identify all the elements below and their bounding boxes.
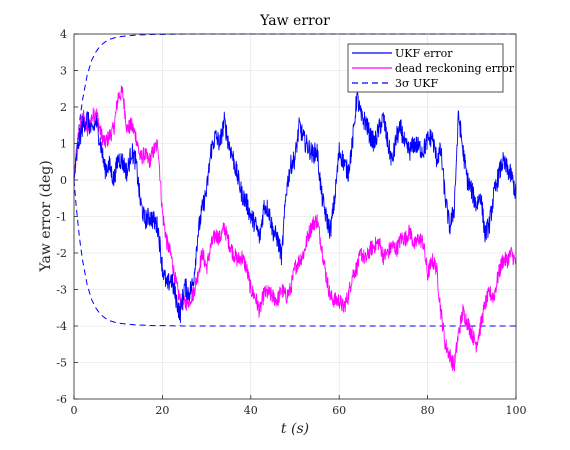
- axis-ticks: 0 20 40 60 80 100 -6 -5 -4 -3 -2 -1 0 1 2 3 4: [56, 28, 526, 417]
- y-tick-label: 2: [60, 101, 67, 114]
- x-tick-label: 20: [155, 404, 169, 417]
- legend-label-ukf-error: UKF error: [395, 47, 453, 60]
- y-tick-label: -5: [56, 357, 67, 370]
- x-axis-title: t (s): [281, 421, 309, 437]
- y-tick-label: 3: [60, 65, 67, 78]
- x-tick-label: 60: [332, 404, 346, 417]
- y-tick-label: -3: [56, 284, 67, 297]
- legend-label-dead-reckoning-error: dead reckoning error: [395, 62, 515, 75]
- y-tick-label: -1: [56, 211, 67, 224]
- series-3sigma-lower-line: [73, 179, 516, 327]
- x-tick-label: 40: [244, 404, 258, 417]
- y-tick-label: -2: [56, 247, 67, 260]
- legend: UKF error dead reckoning error 3σ UKF: [347, 43, 515, 93]
- x-tick-label: 80: [421, 404, 435, 417]
- y-tick-label: 1: [60, 138, 67, 151]
- series-ukf-error-line: [73, 91, 517, 324]
- x-tick-label: 0: [71, 404, 78, 417]
- x-tick-label: 100: [506, 404, 527, 417]
- series-dead-reckoning-error-line: [73, 85, 517, 372]
- chart-title: Yaw error: [259, 13, 330, 29]
- y-tick-label: 4: [60, 28, 67, 41]
- y-tick-label: -6: [56, 393, 67, 406]
- y-tick-label: -4: [56, 320, 67, 333]
- y-tick-label: 0: [60, 174, 67, 187]
- legend-label-3sigma-ukf: 3σ UKF: [395, 77, 438, 90]
- y-axis-title: Yaw error (deg): [38, 160, 54, 272]
